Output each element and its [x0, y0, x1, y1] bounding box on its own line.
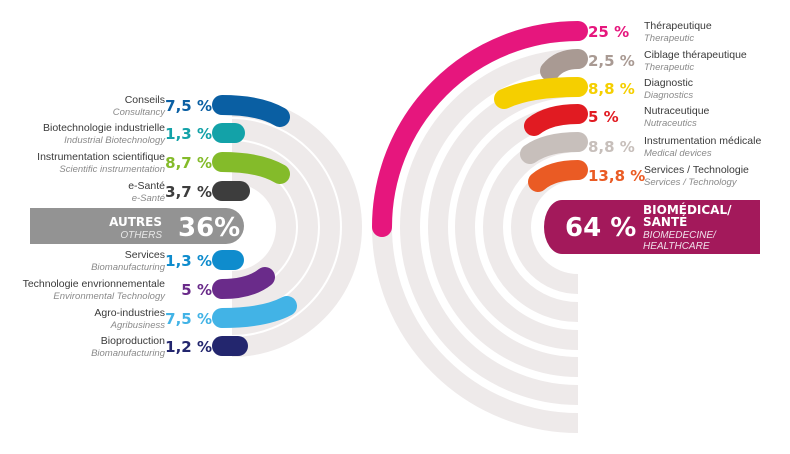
left-value-label: 7,5 % — [165, 310, 212, 328]
others-label: AUTRES — [109, 215, 162, 229]
right-category-label: Instrumentation médicale — [644, 135, 761, 147]
right-category-label-en: Medical devices — [644, 148, 712, 159]
right-value-label: 5 % — [588, 108, 619, 126]
left-category-label-en: Agribusiness — [110, 320, 166, 331]
right-category-label: Nutraceutique — [644, 105, 710, 117]
right-category-label-en: Nutraceutics — [644, 118, 697, 129]
left-bar — [212, 152, 290, 184]
biomedical-label-en: HEALTHCARE — [643, 241, 710, 252]
left-category-label-en: Biomanufacturing — [91, 262, 166, 273]
left-value-label: 3,7 % — [165, 183, 212, 201]
biomedical-label: SANTÉ — [643, 214, 687, 229]
left-category-label: Technologie envrionnementale — [23, 278, 166, 290]
others-total: 36% — [178, 213, 240, 243]
right-bar — [520, 132, 588, 164]
left-category-label: Biotechnologie industrielle — [43, 122, 165, 134]
left-category-label-en: e-Santé — [132, 193, 165, 204]
left-value-label: 1,3 % — [165, 125, 212, 143]
left-category-label: Bioproduction — [101, 335, 165, 347]
left-category-label: Agro-industries — [94, 307, 165, 319]
right-bar — [540, 49, 588, 81]
left-category-label-en: Biomanufacturing — [91, 348, 166, 359]
left-value-label: 7,5 % — [165, 97, 212, 115]
right-category-label-en: Therapeutic — [644, 62, 694, 73]
right-category-label-en: Therapeutic — [644, 33, 694, 44]
right-bar — [494, 77, 588, 109]
left-category-label: Instrumentation scientifique — [37, 151, 165, 163]
right-value-label: 13,8 % — [588, 167, 645, 185]
others-band — [30, 208, 244, 244]
right-bar — [524, 104, 588, 136]
left-category-label-en: Environmental Technology — [53, 291, 166, 302]
others-label-en: OTHERS — [120, 230, 162, 241]
left-bar — [212, 296, 297, 328]
biomedical-total: 64 % — [565, 213, 636, 243]
left-category-label-en: Consultancy — [113, 107, 167, 118]
biomedical-label: BIOMÉDICAL/ — [643, 202, 732, 217]
right-value-label: 8,8 % — [588, 80, 635, 98]
left-value-label: 1,3 % — [165, 252, 212, 270]
left-category-label: Services — [125, 249, 165, 261]
left-value-label: 5 % — [181, 281, 212, 299]
right-category-label: Thérapeutique — [644, 20, 712, 32]
right-bar — [372, 21, 588, 237]
biomedical-label-en: BIOMEDECINE/ — [643, 230, 717, 241]
data-bars — [212, 21, 588, 356]
right-value-label: 25 % — [588, 23, 629, 41]
right-category-label-en: Diagnostics — [644, 90, 693, 101]
left-value-label: 1,2 % — [165, 338, 212, 356]
right-category-label: Services / Technologie — [644, 164, 749, 176]
right-track-arc — [400, 49, 579, 405]
left-category-label: Conseils — [125, 94, 165, 106]
left-bar — [212, 95, 290, 127]
right-bar — [528, 160, 588, 192]
right-category-label: Diagnostic — [644, 77, 693, 89]
left-bar — [212, 267, 275, 299]
right-value-label: 8,8 % — [588, 138, 635, 156]
right-value-label: 2,5 % — [588, 52, 635, 70]
biomedical-band — [544, 200, 760, 254]
left-value-label: 8,7 % — [165, 154, 212, 172]
left-category-label: e-Santé — [128, 180, 165, 192]
left-category-label-en: Industrial Biotechnology — [64, 135, 166, 146]
right-category-label: Ciblage thérapeutique — [644, 49, 747, 61]
right-category-label-en: Services / Technology — [644, 177, 738, 188]
left-category-label-en: Scientific instrumentation — [59, 164, 165, 175]
